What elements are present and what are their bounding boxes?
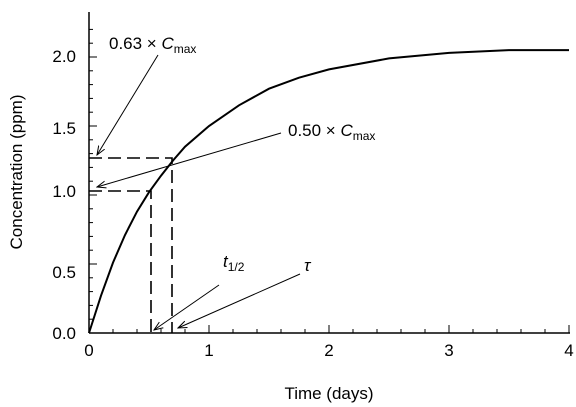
annotation-coefficient: 0.63 × <box>109 34 157 53</box>
axis-ticks <box>88 28 570 334</box>
x-tick-labels: 0 1 2 3 4 <box>84 341 573 360</box>
arrow-063-cmax <box>97 54 159 155</box>
annotation-symbol: C <box>161 34 174 53</box>
arrow-tau <box>178 273 301 328</box>
annotation-063-cmax: 0.63 × Cmax <box>109 34 196 56</box>
x-tick-label: 1 <box>204 341 213 360</box>
arrow-t-half <box>154 284 220 330</box>
annotation-subscript: 1/2 <box>228 260 245 274</box>
reference-line-half-life <box>89 190 152 333</box>
y-tick-label: 0.0 <box>52 324 76 343</box>
x-tick-label: 3 <box>444 341 453 360</box>
annotation-t-half: t1/2 <box>223 252 245 274</box>
y-tick-label: 1.5 <box>52 119 76 138</box>
x-tick-label: 2 <box>324 341 333 360</box>
y-tick-label: 0.5 <box>52 263 76 282</box>
annotation-subscript: max <box>353 129 376 143</box>
y-tick-label: 2.0 <box>52 47 76 66</box>
series-line <box>88 49 569 334</box>
y-tick-label: 1.0 <box>52 182 76 201</box>
annotation-symbol: t <box>223 252 229 271</box>
x-tick-label: 4 <box>564 341 573 360</box>
y-axis-title: Concentration (ppm) <box>7 95 26 250</box>
y-tick-labels: 0.0 0.5 1.0 1.5 2.0 <box>52 47 76 343</box>
x-axis-title: Time (days) <box>284 384 373 403</box>
reference-line-tau <box>89 157 173 333</box>
annotation-subscript: max <box>174 42 197 56</box>
annotation-coefficient: 0.50 × <box>288 121 336 140</box>
annotation-050-cmax: 0.50 × Cmax <box>288 121 375 143</box>
annotation-symbol: C <box>340 121 353 140</box>
x-tick-label: 0 <box>84 341 93 360</box>
arrow-050-cmax <box>97 132 282 187</box>
annotation-tau: τ <box>304 256 312 275</box>
